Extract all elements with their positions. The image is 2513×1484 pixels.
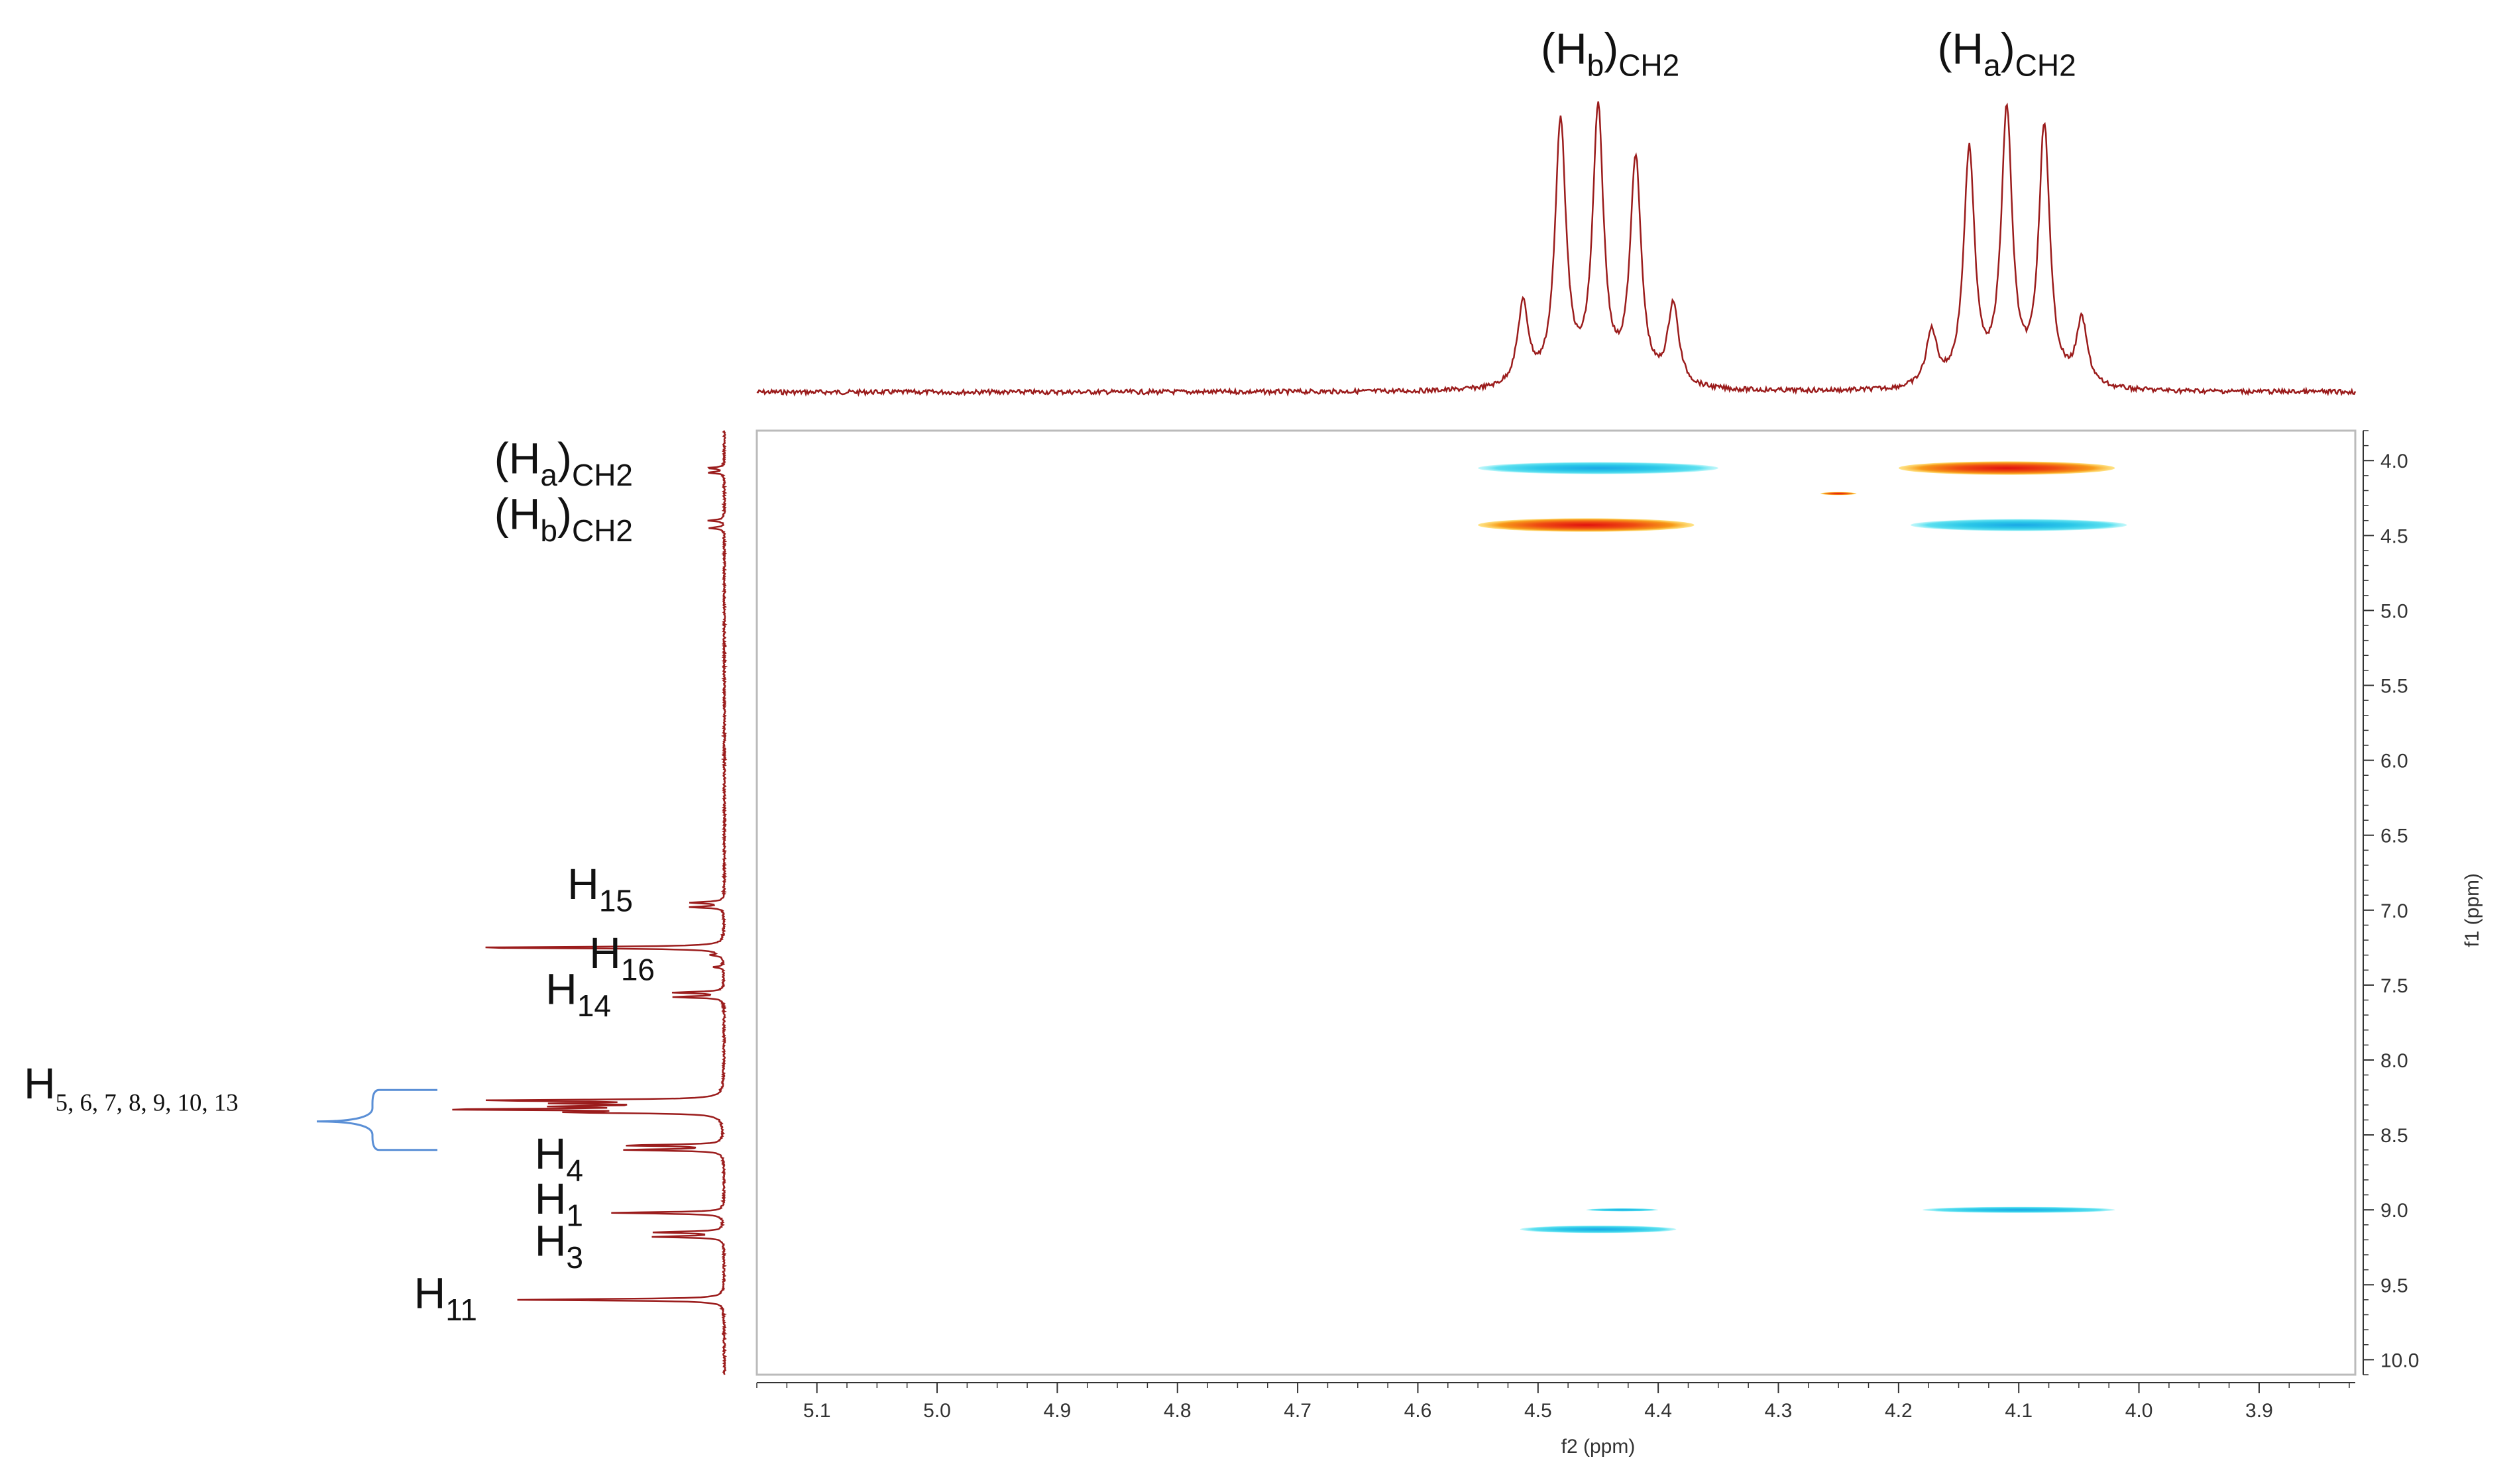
x-axis-title: f2 (ppm) (1561, 1436, 1636, 1458)
cross-peak-positive (1820, 492, 1857, 496)
top-1d-projection-trace (756, 101, 2357, 398)
y-tick-label: 10.0 (2380, 1350, 2419, 1371)
x-tick-label: 4.3 (1765, 1400, 1793, 1422)
cross-peak-positive (1898, 461, 2115, 475)
top-peak-label: (Ha)CH2 (1937, 24, 2076, 82)
x-tick-label: 4.5 (1524, 1400, 1552, 1422)
left-peak-label: H3 (535, 1216, 583, 1274)
x-tick-label: 4.0 (2125, 1400, 2153, 1422)
left-peak-label: H15 (567, 859, 633, 918)
left-peak-label: H11 (414, 1269, 477, 1327)
cross-peak-negative (1586, 1208, 1659, 1212)
y-tick-label: 7.0 (2380, 900, 2408, 922)
x-tick-label: 5.0 (923, 1400, 951, 1422)
x-tick-label: 4.9 (1044, 1400, 1072, 1422)
y-tick-label: 5.0 (2380, 600, 2408, 622)
y-tick-label: 6.5 (2380, 825, 2408, 847)
cross-peak-negative (1923, 1206, 2115, 1213)
x-tick-label: 4.4 (1644, 1400, 1672, 1422)
left-peak-label: (Hb)CH2 (494, 489, 633, 547)
left-peak-label: H14 (545, 964, 611, 1022)
cross-peak-negative (1478, 462, 1718, 474)
cross-peak-positive (1478, 518, 1695, 532)
left-peak-label: H16 (589, 928, 655, 986)
x-tick-label: 4.8 (1164, 1400, 1192, 1422)
y-tick-label: 9.0 (2380, 1200, 2408, 1222)
y-tick-label: 5.5 (2380, 676, 2408, 698)
x-tick-label: 3.9 (2245, 1400, 2273, 1422)
left-peak-label: (Ha)CH2 (494, 434, 633, 492)
left-1d-projection-trace (452, 430, 728, 1375)
y-axis-title: f1 (ppm) (2461, 873, 2483, 947)
group-bracket (316, 1088, 437, 1151)
left-peak-label: H5, 6, 7, 8, 9, 10, 13 (24, 1059, 239, 1116)
y-tick-label: 9.5 (2380, 1275, 2408, 1297)
y-tick-label: 7.5 (2380, 975, 2408, 997)
x-tick-label: 4.2 (1885, 1400, 1913, 1422)
y-tick-label: 8.0 (2380, 1050, 2408, 1072)
x-tick-label: 4.1 (2005, 1400, 2033, 1422)
y-tick-label: 8.5 (2380, 1125, 2408, 1147)
left-peak-label: H1 (535, 1174, 583, 1232)
x-tick-label: 4.6 (1404, 1400, 1432, 1422)
x-tick-label: 4.7 (1284, 1400, 1312, 1422)
y-tick-label: 4.5 (2380, 525, 2408, 547)
cross-peak-negative (1520, 1225, 1677, 1234)
cross-peak-negative (1910, 519, 2127, 531)
top-peak-label: (Hb)CH2 (1541, 24, 1679, 82)
plot-area-frame (755, 429, 2357, 1376)
y-tick-label: 6.0 (2380, 751, 2408, 772)
left-peak-label: H4 (535, 1129, 583, 1187)
x-tick-label: 5.1 (803, 1400, 831, 1422)
y-tick-label: 4.0 (2380, 450, 2408, 472)
